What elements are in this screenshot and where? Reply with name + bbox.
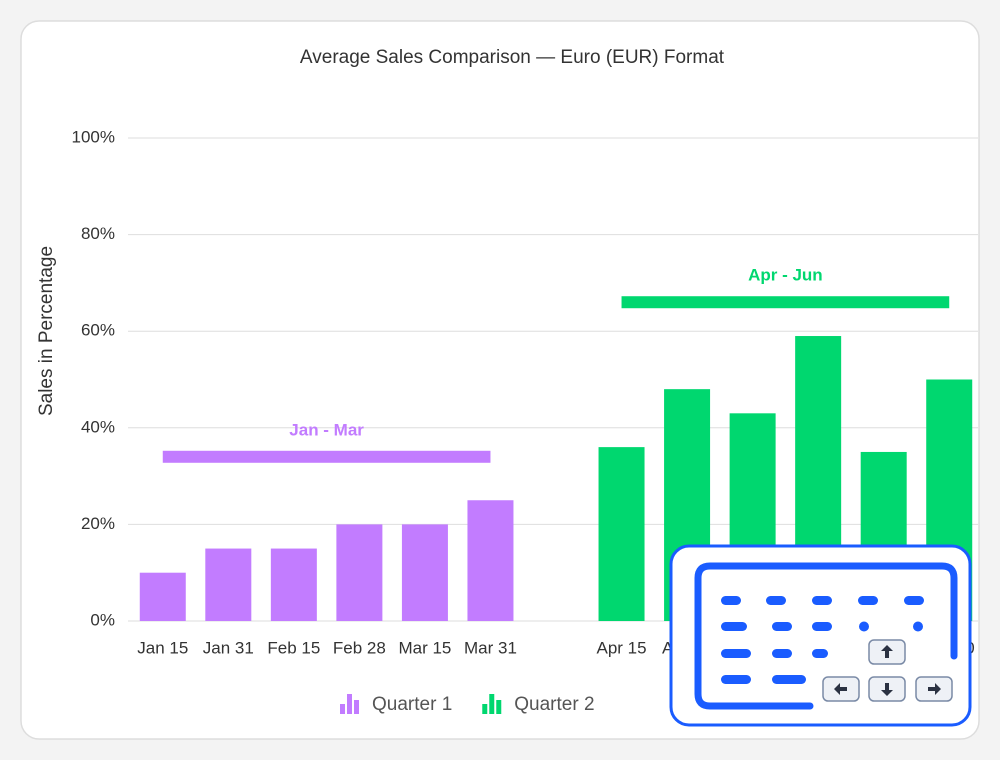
arrow-glyphs [834,645,941,696]
y-tick-label: 80% [81,224,115,243]
bar [270,548,317,621]
keyboard-keys [721,596,924,684]
y-axis-label: Sales in Percentage [36,246,57,416]
y-tick-label: 0% [90,610,115,629]
annotation-label: Apr - Jun [748,266,823,285]
legend-icon [496,700,502,714]
legend-label: Quarter 2 [514,694,594,715]
x-tick-label: Feb 15 [267,638,320,657]
bar [401,524,448,621]
keyboard-outline [694,562,958,710]
x-tick-label: Apr 15 [596,638,646,657]
bar [598,447,645,621]
keyboard-overlay [669,544,972,727]
chart-title: Average Sales Comparison — Euro (EUR) Fo… [300,47,725,68]
legend-icon [489,694,495,714]
y-tick-label: 40% [81,417,115,436]
y-tick-label: 20% [81,514,115,533]
y-tick-label: 100% [72,127,115,146]
legend-icon [347,694,352,714]
annotation-band [621,296,950,309]
x-tick-label: Jan 15 [137,638,188,657]
legend-label: Quarter 1 [372,694,452,715]
y-tick-label: 60% [81,321,115,340]
annotation-band [162,450,491,463]
x-tick-label: Mar 31 [464,638,517,657]
x-tick-label: Jan 31 [203,638,254,657]
annotation-label: Jan - Mar [289,420,364,439]
bar [336,524,383,621]
legend-icon [482,704,488,714]
x-tick-label: Feb 28 [333,638,386,657]
bar [205,548,252,621]
bar [467,500,514,621]
legend-icon [354,700,359,714]
x-tick-label: Mar 15 [398,638,451,657]
legend-icon [340,704,345,714]
bar [139,572,186,621]
